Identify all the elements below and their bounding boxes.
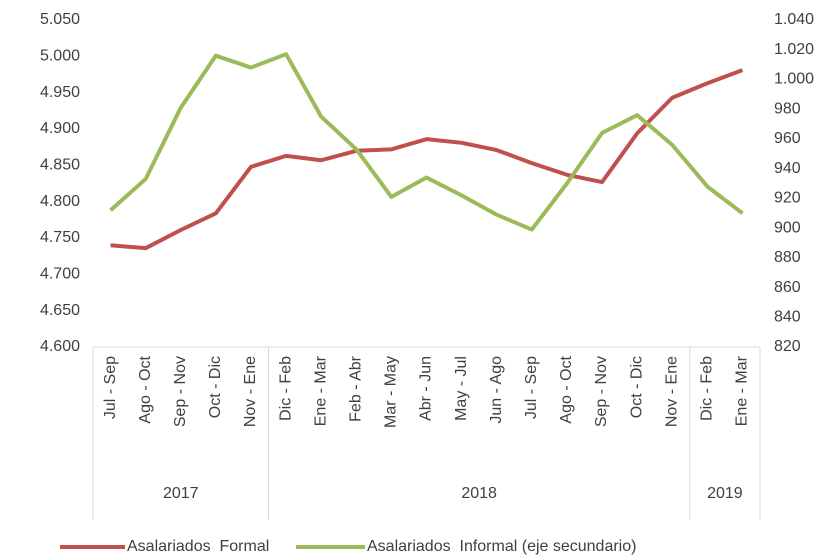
y-tick-label: 4.800 [40,193,80,210]
y2-tick-label: 860 [774,279,801,296]
x-tick-label: Ago - Oct [137,355,154,423]
y-tick-label: 5.000 [40,48,80,65]
x-tick-label: Mar - May [383,356,400,428]
legend-label: Asalariados Informal (eje secundario) [367,538,636,555]
x-tick-label: Oct - Dic [207,356,224,418]
x-tick-label: Oct - Dic [628,356,645,418]
legend-label: Asalariados Formal [127,538,269,555]
y2-tick-label: 900 [774,219,801,236]
x-tick-label: Nov - Ene [663,356,680,427]
y2-tick-label: 920 [774,190,801,207]
y-tick-label: 4.750 [40,229,80,246]
y-tick-label: 4.850 [40,157,80,174]
x-tick-label: Ago - Oct [558,355,575,423]
y2-tick-label: 880 [774,249,801,266]
y2-tick-label: 980 [774,100,801,117]
x-tick-label: Feb - Abr [348,355,365,421]
x-tick-label: Jul - Sep [523,356,540,419]
x-tick-label: Jun - Ago [488,356,505,424]
x-tick-label: May - Jul [453,356,470,421]
y-tick-label: 4.650 [40,302,80,319]
x-tick-label: Jul - Sep [102,356,119,419]
y2-tick-label: 1.040 [774,11,814,28]
series-line [109,52,744,232]
y-tick-label: 4.950 [40,84,80,101]
y2-tick-label: 840 [774,308,801,325]
x-tick-label: Dic - Feb [277,356,294,421]
x-tick-label: Nov - Ene [242,356,259,427]
year-label: 2017 [163,485,199,502]
y2-tick-label: 940 [774,160,801,177]
x-tick-label: Ene - Mar [734,355,751,426]
x-tick-label: Sep - Nov [172,356,189,427]
y2-tick-label: 820 [774,338,801,355]
x-tick-label: Sep - Nov [593,356,610,427]
y-tick-label: 4.900 [40,120,80,137]
y-tick-label: 4.600 [40,338,80,355]
y2-tick-label: 1.020 [774,41,814,58]
y2-tick-label: 960 [774,130,801,147]
year-label: 2018 [461,485,497,502]
y2-tick-label: 1.000 [774,71,814,88]
x-tick-label: Ene - Mar [312,355,329,426]
year-label: 2019 [707,485,743,502]
x-tick-label: Dic - Feb [699,356,716,421]
y-tick-label: 4.700 [40,266,80,283]
x-tick-label: Abr - Jun [418,356,435,421]
y-tick-label: 5.050 [40,11,80,28]
series-line [110,68,744,251]
